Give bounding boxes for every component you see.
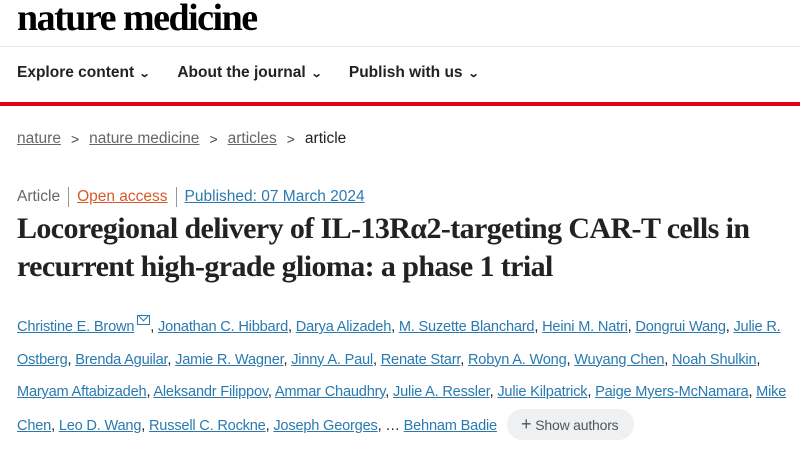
divider xyxy=(0,46,800,47)
divider xyxy=(175,187,177,207)
plus-icon: + xyxy=(520,413,532,434)
author-link[interactable]: Jamie R. Wagner xyxy=(175,351,284,368)
author-link[interactable]: Joseph Georges xyxy=(273,417,378,434)
chevron-right-icon: > xyxy=(286,131,295,147)
author-link[interactable]: M. Suzette Blanchard xyxy=(398,319,535,335)
author-link[interactable]: Julie R. Ostberg xyxy=(17,319,781,368)
breadcrumb-nature-medicine[interactable]: nature medicine xyxy=(89,130,200,147)
divider xyxy=(68,187,70,207)
author-link[interactable]: Renate Starr xyxy=(380,351,461,368)
open-access-link[interactable]: Open access xyxy=(77,188,168,205)
author-link[interactable]: Jonathan C. Hibbard xyxy=(157,319,289,335)
author-link[interactable]: Dongrui Wang xyxy=(635,319,726,335)
breadcrumb-current: article xyxy=(304,130,347,147)
journal-logo[interactable]: nature medicine xyxy=(17,0,258,39)
main-nav: Explore content ⌄ About the journal ⌄ Publ… xyxy=(17,64,480,82)
author-link[interactable]: Darya Alizadeh xyxy=(295,319,392,335)
nav-about-journal[interactable]: About the journal ⌄ xyxy=(177,64,323,81)
breadcrumb: nature > nature medicine > articles > ar… xyxy=(17,130,346,148)
author-link[interactable]: Maryam Aftabizadeh xyxy=(17,384,147,400)
author-link[interactable]: Julie A. Ressler xyxy=(393,384,490,400)
author-link[interactable]: Aleksandr Filippov xyxy=(153,384,268,400)
chevron-right-icon: > xyxy=(209,131,218,147)
article-type: Article xyxy=(17,188,61,205)
nav-explore-content[interactable]: Explore content ⌄ xyxy=(17,64,151,81)
author-list: Christine E. Brown, Jonathan C. Hibbard,… xyxy=(17,311,797,442)
article-title: Locoregional delivery of IL-13Rα2-target… xyxy=(17,212,750,283)
author-link[interactable]: Russell C. Rockne xyxy=(148,417,266,434)
author-link[interactable]: Heini M. Natri xyxy=(542,319,628,335)
show-authors-button[interactable]: + Show authors xyxy=(506,408,635,440)
nav-publish-with-us[interactable]: Publish with us ⌄ xyxy=(348,64,480,81)
author-link[interactable]: Christine E. Brown xyxy=(17,319,135,335)
author-link[interactable]: Ammar Chaudhry xyxy=(274,384,386,400)
breadcrumb-articles[interactable]: articles xyxy=(227,130,277,147)
author-link[interactable]: Brenda Aguilar xyxy=(75,351,168,368)
author-link[interactable]: Julie Kilpatrick xyxy=(497,384,588,400)
author-link[interactable]: Jinny A. Paul xyxy=(291,351,373,368)
author-link[interactable]: Mike Chen xyxy=(17,384,787,434)
article-meta: Article Open access Published: 07 March … xyxy=(17,187,365,207)
show-authors-label: Show authors xyxy=(535,416,619,433)
author-link[interactable]: Leo D. Wang xyxy=(58,417,142,434)
author-link[interactable]: Noah Shulkin xyxy=(671,351,757,368)
chevron-right-icon: > xyxy=(70,131,80,147)
email-icon[interactable] xyxy=(137,315,151,325)
accent-bar xyxy=(0,102,800,106)
chevron-down-icon: ⌄ xyxy=(310,68,323,80)
ellipsis: … xyxy=(385,417,400,434)
published-date[interactable]: Published: 07 March 2024 xyxy=(184,188,365,205)
author-link[interactable]: Wuyang Chen xyxy=(574,351,665,368)
breadcrumb-nature[interactable]: nature xyxy=(17,130,61,147)
chevron-down-icon: ⌄ xyxy=(467,68,480,80)
author-link[interactable]: Behnam Badie xyxy=(403,417,498,434)
author-link[interactable]: Robyn A. Wong xyxy=(467,351,567,368)
author-link[interactable]: Paige Myers-McNamara xyxy=(595,384,749,400)
chevron-down-icon: ⌄ xyxy=(138,68,151,80)
